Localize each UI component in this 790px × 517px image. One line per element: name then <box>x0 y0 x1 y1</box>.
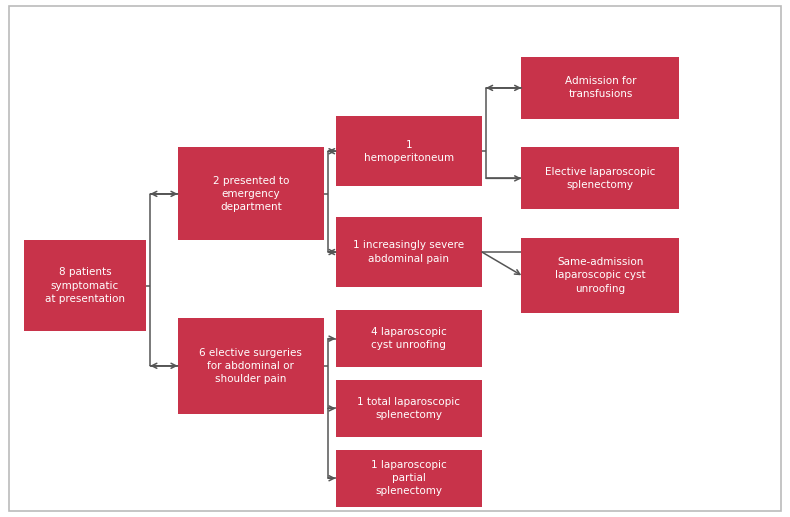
FancyBboxPatch shape <box>336 217 482 287</box>
FancyBboxPatch shape <box>178 318 324 414</box>
Text: 4 laparoscopic
cyst unroofing: 4 laparoscopic cyst unroofing <box>371 327 446 350</box>
FancyBboxPatch shape <box>336 116 482 186</box>
FancyBboxPatch shape <box>9 6 781 511</box>
FancyBboxPatch shape <box>24 240 146 331</box>
Text: Admission for
transfusions: Admission for transfusions <box>565 77 636 99</box>
FancyBboxPatch shape <box>178 147 324 240</box>
Text: Same-admission
laparoscopic cyst
unroofing: Same-admission laparoscopic cyst unroofi… <box>555 257 645 294</box>
FancyBboxPatch shape <box>336 310 482 367</box>
Text: 1 laparoscopic
partial
splenectomy: 1 laparoscopic partial splenectomy <box>371 460 446 496</box>
Text: Elective laparoscopic
splenectomy: Elective laparoscopic splenectomy <box>545 167 656 190</box>
Text: 1 increasingly severe
abdominal pain: 1 increasingly severe abdominal pain <box>353 240 465 264</box>
FancyBboxPatch shape <box>521 57 679 119</box>
FancyBboxPatch shape <box>336 450 482 507</box>
FancyBboxPatch shape <box>521 147 679 209</box>
Text: 2 presented to
emergency
department: 2 presented to emergency department <box>213 176 289 212</box>
Text: 1 total laparoscopic
splenectomy: 1 total laparoscopic splenectomy <box>357 397 461 420</box>
Text: 1
hemoperitoneum: 1 hemoperitoneum <box>363 140 454 163</box>
FancyBboxPatch shape <box>521 238 679 313</box>
Text: 8 patients
symptomatic
at presentation: 8 patients symptomatic at presentation <box>45 267 125 304</box>
Text: 6 elective surgeries
for abdominal or
shoulder pain: 6 elective surgeries for abdominal or sh… <box>199 347 303 384</box>
FancyBboxPatch shape <box>336 380 482 437</box>
